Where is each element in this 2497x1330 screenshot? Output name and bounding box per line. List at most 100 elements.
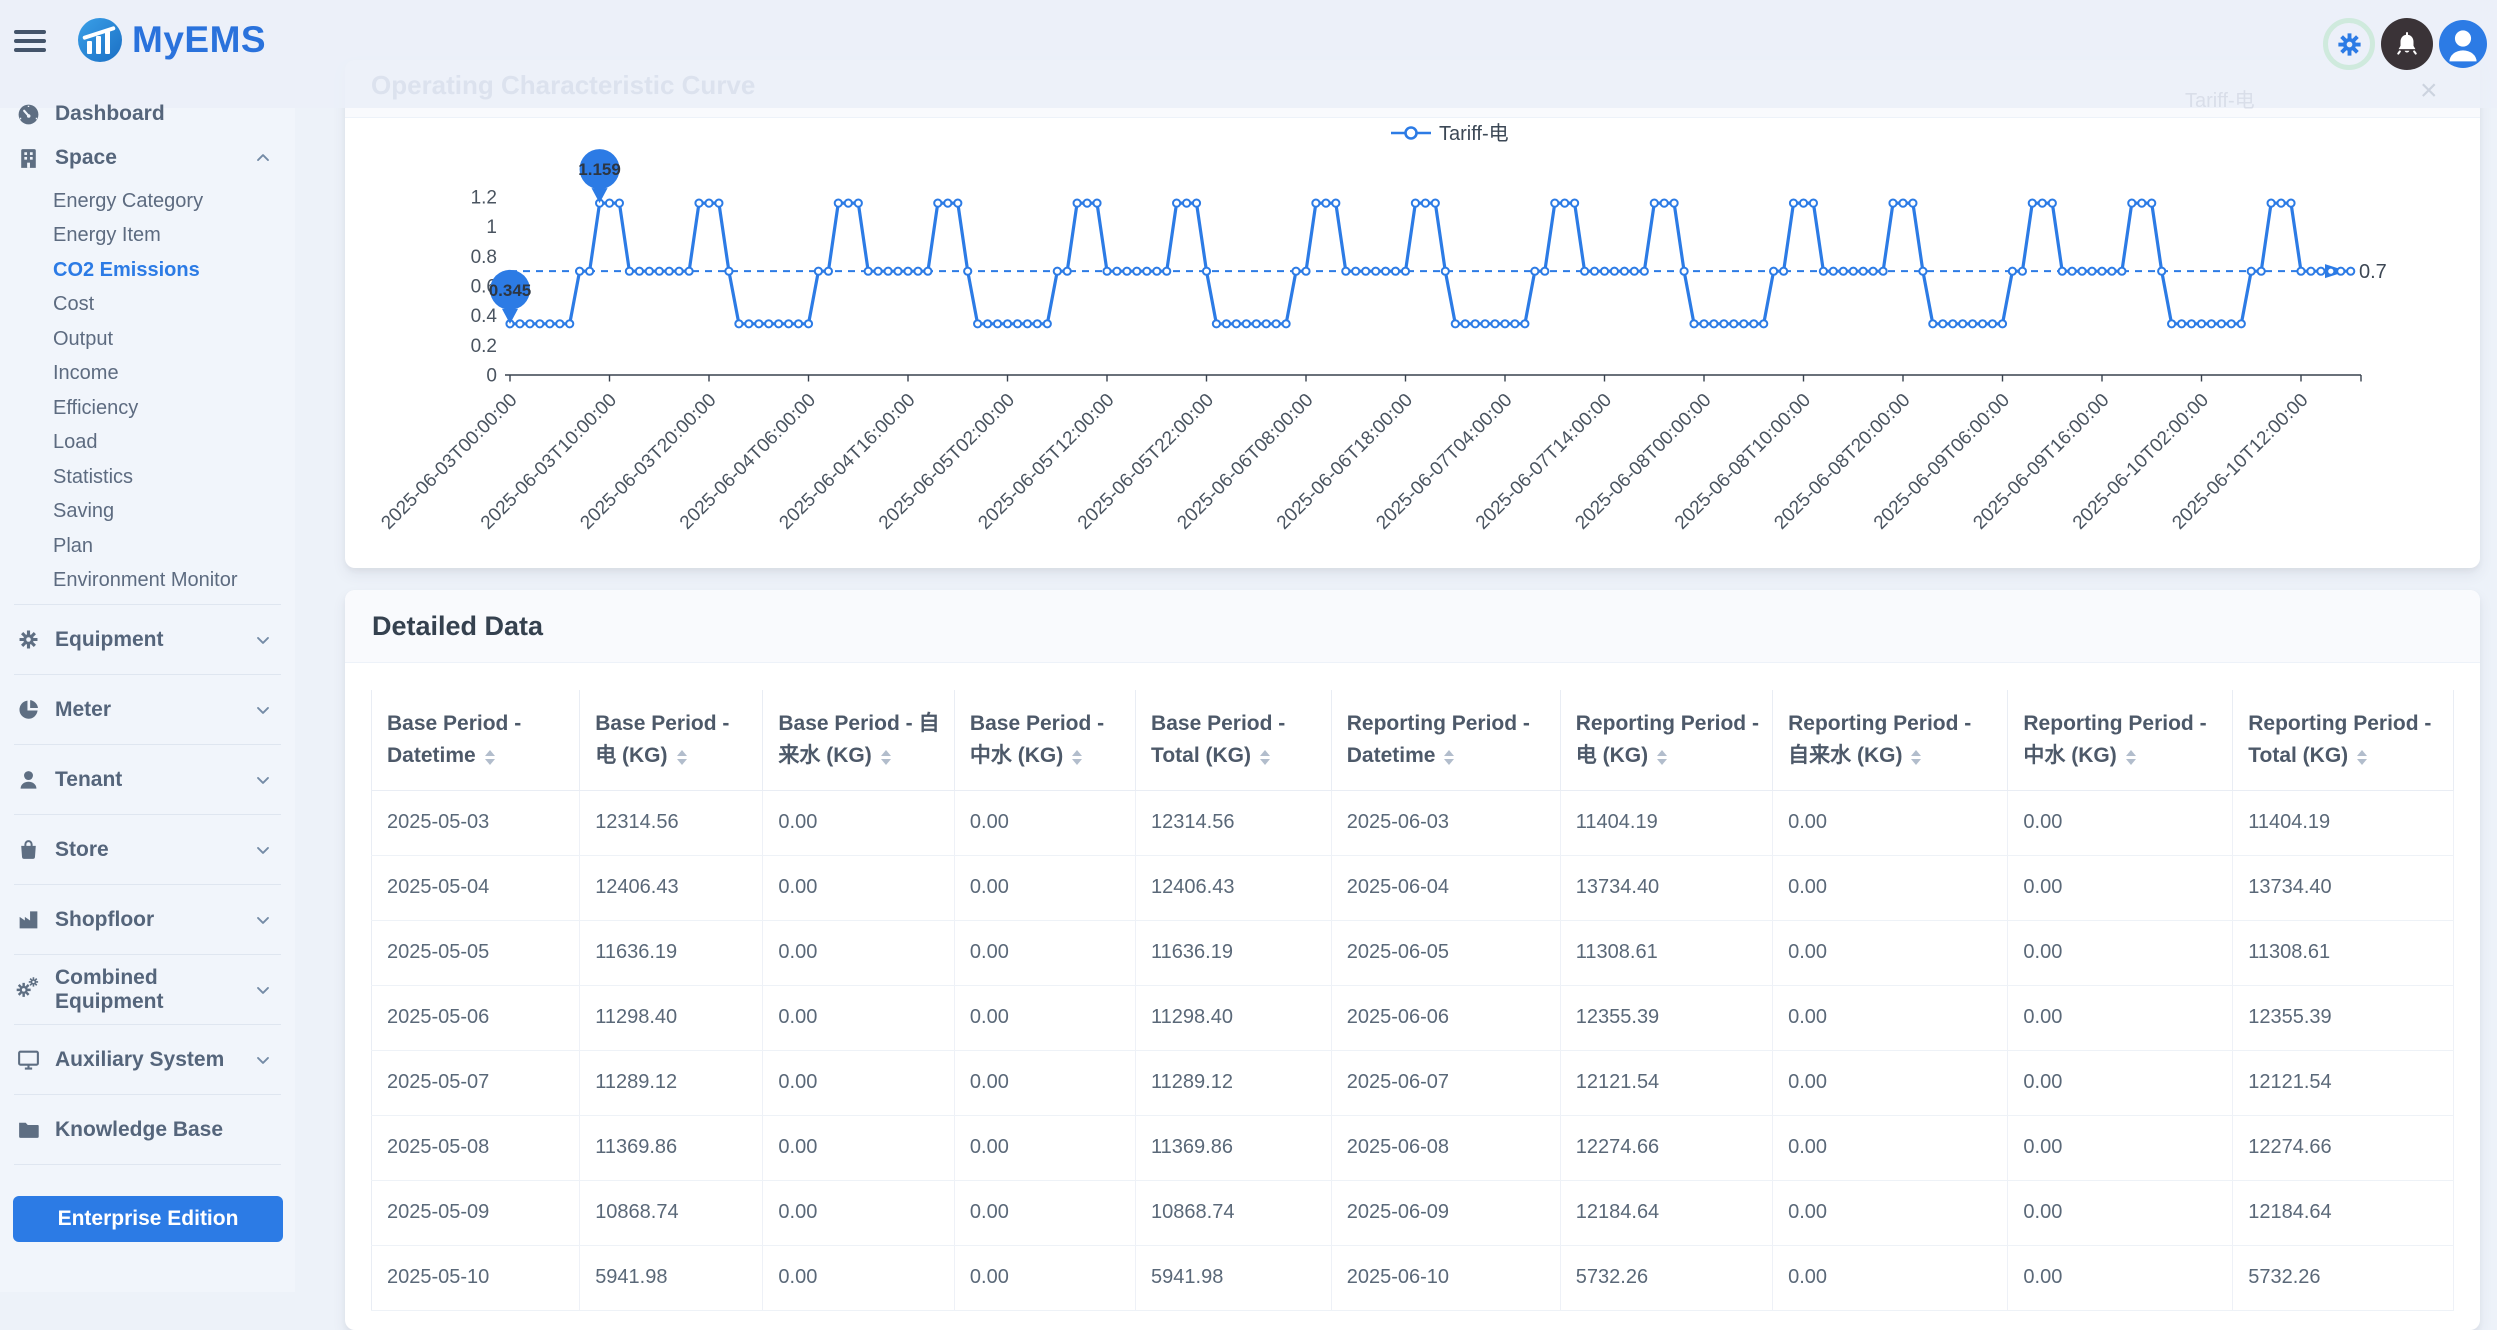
table-cell: 0.00: [954, 1180, 1137, 1246]
folder-icon: [16, 1117, 41, 1142]
sidebar-subitem-co2-emissions[interactable]: CO2 Emissions: [53, 258, 200, 281]
dashboard-icon: [16, 102, 41, 127]
sidebar-item-shopfloor[interactable]: Shopfloor: [0, 885, 295, 954]
chevron-down-icon: [253, 700, 273, 720]
sidebar-item-equipment[interactable]: Equipment: [0, 605, 295, 674]
sidebar-item-knowledge-base[interactable]: Knowledge Base: [0, 1095, 295, 1164]
mark-point-pin: 0.345: [489, 269, 532, 324]
sidebar-subitem-income[interactable]: Income: [53, 362, 119, 385]
table-cell: 2025-06-07: [1331, 1050, 1561, 1116]
sidebar-divider: [14, 954, 281, 955]
svg-text:0.4: 0.4: [471, 306, 498, 327]
table-cell: 12121.54: [2232, 1050, 2454, 1116]
table-row: 2025-05-06 11298.40 0.00 0.00 11298.40 2025-0…: [370, 985, 2454, 1051]
table-cell: 2025-06-03: [1331, 790, 1561, 856]
svg-text:1: 1: [486, 217, 497, 238]
column-header[interactable]: Reporting Period - 电 (KG): [1560, 690, 1774, 791]
user-icon: [16, 767, 41, 792]
column-header[interactable]: Base Period - 自来水 (KG): [762, 690, 955, 791]
sidebar-subitem-cost[interactable]: Cost: [53, 293, 95, 316]
sidebar-subitem-output[interactable]: Output: [53, 327, 114, 350]
column-header[interactable]: Reporting Period - 自来水 (KG): [1772, 690, 2009, 791]
table-cell: 13734.40: [2232, 855, 2454, 921]
sidebar-item-label: Shopfloor: [55, 907, 155, 931]
table-cell: 0.00: [954, 790, 1137, 856]
top-navbar: MyEMS: [0, 0, 2497, 108]
svg-text:0.345: 0.345: [489, 281, 532, 300]
sidebar-item-combined-equipment[interactable]: Combined Equipment: [0, 955, 295, 1024]
myems-logo-icon: [78, 18, 122, 62]
chevron-down-icon: [253, 840, 273, 860]
sidebar-nav: Dashboard Space Energy Category Energy Item…: [0, 92, 295, 1165]
enterprise-edition-button[interactable]: Enterprise Edition: [13, 1196, 283, 1242]
table-cell: 0.00: [2007, 985, 2234, 1051]
operating-characteristic-chart: 2025-06-03T00:00:002025-06-03T10:00:0020…: [377, 122, 2386, 534]
table-cell: 12314.56: [1135, 790, 1332, 856]
sort-icon: [1911, 750, 1922, 765]
table-cell: 0.00: [762, 790, 955, 856]
brand-logo[interactable]: MyEMS: [78, 18, 266, 62]
table-cell: 0.00: [1772, 790, 2009, 856]
sidebar-item-space[interactable]: Space: [0, 136, 295, 180]
table-cell: 2025-05-04: [370, 855, 581, 921]
table-cell: 11636.19: [579, 920, 764, 986]
sidebar-subitem-plan[interactable]: Plan: [53, 534, 94, 557]
sidebar-item-store[interactable]: Store: [0, 815, 295, 884]
svg-text:Tariff-电: Tariff-电: [1439, 122, 1509, 145]
table-cell: 0.00: [762, 1180, 955, 1246]
table-cell: 11289.12: [579, 1050, 764, 1116]
sidebar-item-label: Auxiliary System: [55, 1047, 225, 1071]
notification-bell-icon[interactable]: [2381, 18, 2433, 70]
column-header[interactable]: Reporting Period - 中水 (KG): [2007, 690, 2234, 791]
column-header[interactable]: Base Period - Total (KG): [1135, 690, 1332, 791]
sidebar-subitem-efficiency[interactable]: Efficiency: [53, 396, 139, 419]
column-header[interactable]: Base Period - Datetime: [370, 690, 581, 791]
svg-text:0: 0: [486, 366, 497, 387]
hamburger-menu-icon[interactable]: [14, 30, 46, 52]
table-cell: 2025-06-06: [1331, 985, 1561, 1051]
svg-text:0.8: 0.8: [471, 247, 497, 268]
settings-gear-icon[interactable]: [2323, 18, 2375, 70]
sidebar-item-tenant[interactable]: Tenant: [0, 745, 295, 814]
table-cell: 12274.66: [2232, 1115, 2454, 1181]
column-header[interactable]: Reporting Period - Total (KG): [2232, 690, 2454, 791]
table-cell: 0.00: [762, 920, 955, 986]
sort-icon: [1072, 750, 1083, 765]
table-cell: 5732.26: [1560, 1245, 1774, 1311]
column-header[interactable]: Reporting Period - Datetime: [1331, 690, 1561, 791]
table-cell: 0.00: [762, 985, 955, 1051]
user-avatar-icon[interactable]: [2439, 20, 2487, 68]
sidebar-subitem-environment-monitor[interactable]: Environment Monitor: [53, 569, 238, 592]
sidebar-divider: [14, 604, 281, 605]
table-cell: 5732.26: [2232, 1245, 2454, 1311]
sidebar-subitem-saving[interactable]: Saving: [53, 500, 115, 523]
sort-icon: [880, 750, 891, 765]
sidebar-item-label: Combined Equipment: [55, 965, 164, 1013]
table-row: 2025-05-07 11289.12 0.00 0.00 11289.12 2025-0…: [370, 1050, 2454, 1116]
svg-text:1.159: 1.159: [578, 160, 621, 179]
table-cell: 0.00: [2007, 1245, 2234, 1311]
table-cell: 0.00: [762, 855, 955, 921]
gear-icon: [2334, 29, 2365, 60]
sidebar-item-auxiliary-system[interactable]: Auxiliary System: [0, 1025, 295, 1094]
table-cell: 12184.64: [2232, 1180, 2454, 1246]
sidebar-item-meter[interactable]: Meter: [0, 675, 295, 744]
sidebar-item-dashboard[interactable]: Dashboard: [0, 92, 295, 136]
table-cell: 2025-05-09: [370, 1180, 581, 1246]
sidebar: [0, 0, 295, 1292]
detailed-data-title: Detailed Data: [372, 610, 544, 641]
table-cell: 0.00: [954, 1115, 1137, 1181]
table-cell: 0.00: [954, 855, 1137, 921]
legend-tariff[interactable]: Tariff-电: [1391, 122, 1509, 145]
sidebar-subitem-energy-item[interactable]: Energy Item: [53, 224, 161, 247]
table-cell: 11369.86: [1135, 1115, 1332, 1181]
column-header[interactable]: Base Period - 电 (KG): [579, 690, 764, 791]
table-cell: 0.00: [954, 985, 1137, 1051]
sidebar-subitem-load[interactable]: Load: [53, 431, 98, 454]
chevron-down-icon: [253, 770, 273, 790]
table-cell: 0.00: [1772, 1050, 2009, 1116]
column-header[interactable]: Base Period - 中水 (KG): [954, 690, 1137, 791]
sidebar-subitem-energy-category[interactable]: Energy Category: [53, 189, 204, 212]
sidebar-subitem-statistics[interactable]: Statistics: [53, 465, 134, 488]
chevron-up-icon: [253, 148, 273, 168]
